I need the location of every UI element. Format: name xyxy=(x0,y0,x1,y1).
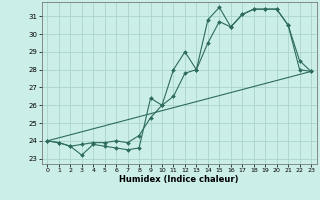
X-axis label: Humidex (Indice chaleur): Humidex (Indice chaleur) xyxy=(119,175,239,184)
